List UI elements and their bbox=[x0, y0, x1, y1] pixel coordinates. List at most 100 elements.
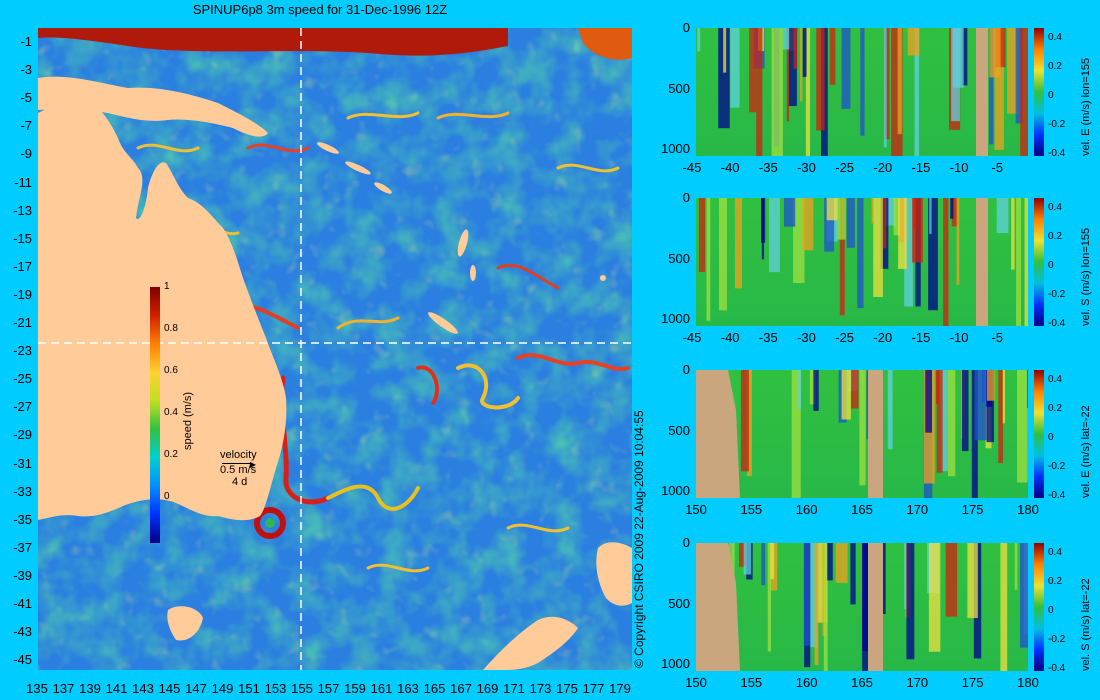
section-x-tick-label: -45 bbox=[682, 330, 702, 345]
lon-section-south-panel bbox=[696, 198, 1028, 326]
depth-tick-label: 0 bbox=[682, 190, 690, 205]
section-x-tick-label: -30 bbox=[797, 330, 816, 345]
section-colorbar-tick: 0 bbox=[1048, 260, 1054, 271]
section-colorbar-tick: -0.2 bbox=[1048, 634, 1066, 645]
section-side-label: vel. E (m/s) lon=155 bbox=[1080, 57, 1092, 156]
lon-tick-label: 139 bbox=[79, 681, 101, 696]
section-colorbar-tick: 0 bbox=[1048, 90, 1054, 101]
section-x-tick-label: 150 bbox=[685, 675, 707, 690]
velocity-key-speed: 0.5 m/s bbox=[220, 464, 257, 476]
lon-tick-label: 151 bbox=[238, 681, 260, 696]
depth-tick-label: 1000 bbox=[661, 483, 690, 498]
section-colorbar-tick: 0.2 bbox=[1048, 231, 1062, 242]
section-colorbar-tick: 0.4 bbox=[1048, 374, 1062, 385]
lat-tick-label: -19 bbox=[13, 286, 32, 302]
lon-tick-label: 169 bbox=[476, 681, 499, 696]
section-x-tick-label: -5 bbox=[991, 330, 1004, 345]
land-mask bbox=[868, 370, 883, 498]
lon-section-south-field bbox=[698, 198, 1028, 326]
lon-tick-label: 163 bbox=[397, 681, 419, 696]
speed-map bbox=[38, 28, 632, 670]
lat-tick-label: -17 bbox=[13, 258, 32, 274]
section-colorbar bbox=[1034, 370, 1044, 498]
lat-tick-label: -21 bbox=[13, 315, 32, 330]
lat-tick-label: -41 bbox=[13, 596, 32, 611]
lat-tick-label: -33 bbox=[13, 483, 32, 499]
section-colorbar bbox=[1034, 28, 1044, 156]
section-side-label: vel. E (m/s) lat=-22 bbox=[1080, 405, 1092, 498]
lat-tick-label: -3 bbox=[20, 62, 32, 78]
lon-tick-label: 179 bbox=[609, 681, 631, 696]
land-mask bbox=[976, 28, 988, 156]
section-x-tick-label: -35 bbox=[758, 160, 778, 175]
lat-tick-label: -25 bbox=[13, 371, 32, 387]
lat-tick-label: -39 bbox=[13, 567, 32, 583]
pacific-islands bbox=[317, 142, 606, 334]
depth-tick-label: 1000 bbox=[661, 311, 690, 326]
section-colorbar-tick: 0.2 bbox=[1048, 576, 1062, 587]
lat-tick-label: -9 bbox=[20, 146, 32, 162]
section-x-tick-label: 180 bbox=[1017, 675, 1039, 690]
section-colorbar-tick: -0.2 bbox=[1048, 461, 1066, 472]
lon-section-east-panel bbox=[696, 28, 1028, 156]
land-mask bbox=[868, 543, 883, 671]
lat-tick-label: -37 bbox=[13, 539, 32, 555]
section-colorbar-tick: 0.4 bbox=[1048, 202, 1062, 213]
land-mask bbox=[696, 543, 740, 671]
section-colorbar-tick: -0.4 bbox=[1048, 490, 1066, 501]
speed-colorbar-label: speed (m/s) bbox=[182, 391, 194, 450]
section-colorbar-tick: -0.4 bbox=[1048, 663, 1066, 674]
section-x-tick-label: -20 bbox=[873, 330, 893, 345]
section-x-tick-label: 175 bbox=[961, 675, 984, 690]
section-colorbar-tick: 0.2 bbox=[1048, 403, 1062, 414]
northeast-jet bbox=[578, 28, 632, 60]
lat-tick-label: -15 bbox=[13, 230, 32, 246]
section-x-tick-label: 180 bbox=[1017, 502, 1039, 517]
lon-tick-label: 153 bbox=[264, 681, 287, 696]
lat-section-east-panel bbox=[696, 370, 1028, 498]
arrow-head-icon: ▶ bbox=[249, 460, 256, 469]
lon-tick-label: 167 bbox=[450, 681, 472, 696]
section-side-label: vel. S (m/s) lat=-22 bbox=[1080, 578, 1092, 671]
depth-tick-label: 500 bbox=[668, 81, 690, 96]
section-x-tick-label: 170 bbox=[906, 502, 929, 517]
lon-tick-label: 173 bbox=[529, 681, 552, 696]
lat-section-east-field bbox=[696, 370, 1028, 498]
lon-tick-label: 161 bbox=[370, 681, 393, 696]
lon-tick-label: 157 bbox=[317, 681, 340, 696]
section-colorbar-tick: -0.2 bbox=[1048, 289, 1066, 300]
nz-north-island bbox=[596, 542, 632, 606]
current-jets bbox=[136, 111, 630, 573]
new-guinea-landmass bbox=[38, 76, 268, 137]
map-title: SPINUP6p8 3m speed for 31-Dec-1996 12Z bbox=[192, 2, 448, 17]
lat-tick-label: -7 bbox=[20, 118, 32, 134]
australia-landmass bbox=[38, 102, 287, 521]
section-x-tick-label: 150 bbox=[685, 502, 707, 517]
section-x-tick-label: -10 bbox=[949, 160, 969, 175]
lat-tick-label: -29 bbox=[13, 427, 32, 443]
section-x-tick-label: -20 bbox=[873, 160, 893, 175]
lon-tick-label: 143 bbox=[132, 681, 154, 696]
depth-tick-label: 500 bbox=[668, 423, 690, 438]
equatorial-jet bbox=[38, 28, 508, 56]
section-x-tick-label: 175 bbox=[961, 502, 984, 517]
nz-south-island bbox=[483, 616, 578, 670]
section-x-tick-label: 165 bbox=[851, 502, 873, 517]
depth-tick-label: 0 bbox=[682, 20, 690, 35]
section-x-tick-label: 155 bbox=[740, 675, 763, 690]
speed-map-svg bbox=[38, 28, 632, 670]
section-colorbar-tick: 0 bbox=[1048, 432, 1054, 443]
lat-tick-label: -31 bbox=[13, 455, 32, 471]
lon-section-east-field bbox=[697, 28, 1028, 156]
lat-tick-label: -5 bbox=[20, 90, 32, 106]
depth-tick-label: 500 bbox=[668, 251, 690, 266]
lat-section-south-field bbox=[696, 543, 1028, 671]
section-colorbar-tick: 0.4 bbox=[1048, 547, 1062, 558]
section-colorbar-tick: -0.2 bbox=[1048, 119, 1066, 130]
section-x-tick-label: -15 bbox=[911, 330, 931, 345]
depth-tick-label: 0 bbox=[682, 362, 690, 377]
lat-section-south-panel bbox=[696, 543, 1028, 671]
speed-colorbar-tick: 0.6 bbox=[164, 365, 178, 376]
speed-colorbar-tick: 0.8 bbox=[164, 323, 178, 334]
velocity-key-time: 4 d bbox=[232, 476, 248, 488]
